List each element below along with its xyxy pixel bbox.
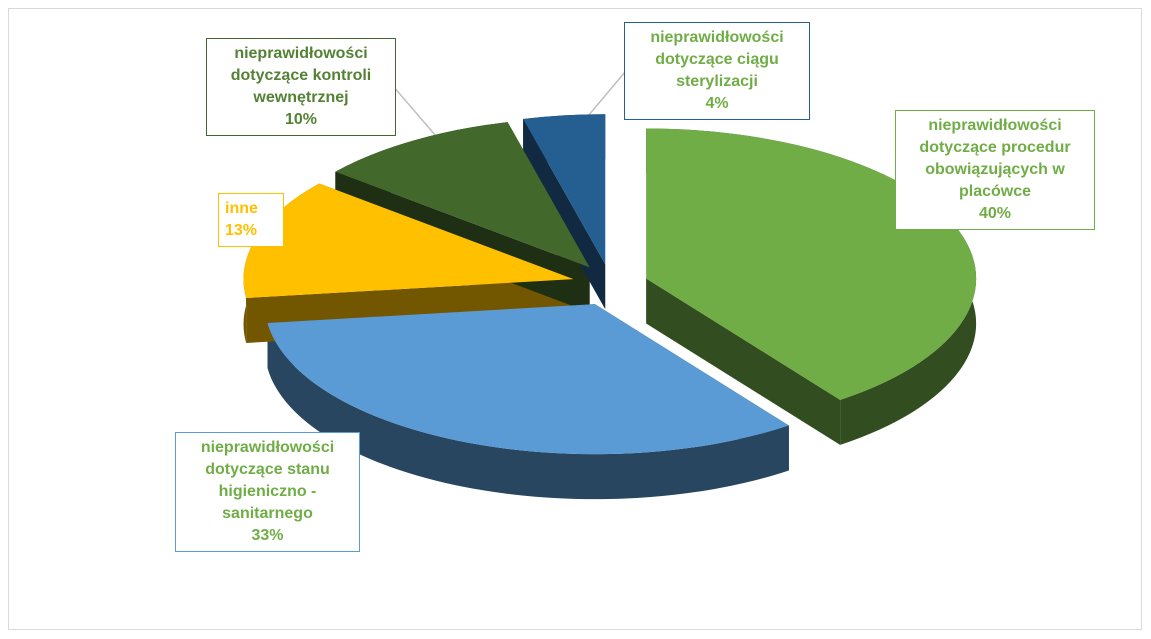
data-label: nieprawidłowości dotyczące stanu higieni… xyxy=(175,432,360,552)
slice xyxy=(523,114,606,265)
slice-side xyxy=(267,322,789,500)
slice xyxy=(243,183,574,298)
chart-frame xyxy=(8,8,1142,630)
category-label: nieprawidłowości dotyczące kontroli wewn… xyxy=(230,45,372,106)
data-label: inne 13% xyxy=(218,193,284,247)
data-label: nieprawidłowości dotyczące ciągu steryli… xyxy=(624,22,810,120)
category-label: inne xyxy=(225,200,258,217)
data-label: nieprawidłowości dotyczące kontroli wewn… xyxy=(206,38,396,136)
category-label: nieprawidłowości dotyczące ciągu steryli… xyxy=(650,29,784,90)
value-label: 40% xyxy=(978,205,1012,222)
slice-tops xyxy=(243,114,977,455)
slice xyxy=(335,122,590,268)
value-label: 10% xyxy=(284,111,318,128)
category-label: nieprawidłowości dotyczące stanu higieni… xyxy=(200,439,335,522)
data-label: nieprawidłowości dotyczące procedur obow… xyxy=(895,110,1095,230)
category-label: nieprawidłowości dotyczące procedur obow… xyxy=(919,117,1071,200)
value-label: 4% xyxy=(705,95,729,112)
value-label: 33% xyxy=(251,527,284,544)
value-label: 13% xyxy=(225,222,258,239)
slice xyxy=(646,128,977,400)
slice xyxy=(267,304,789,455)
slice-wall xyxy=(646,278,841,445)
